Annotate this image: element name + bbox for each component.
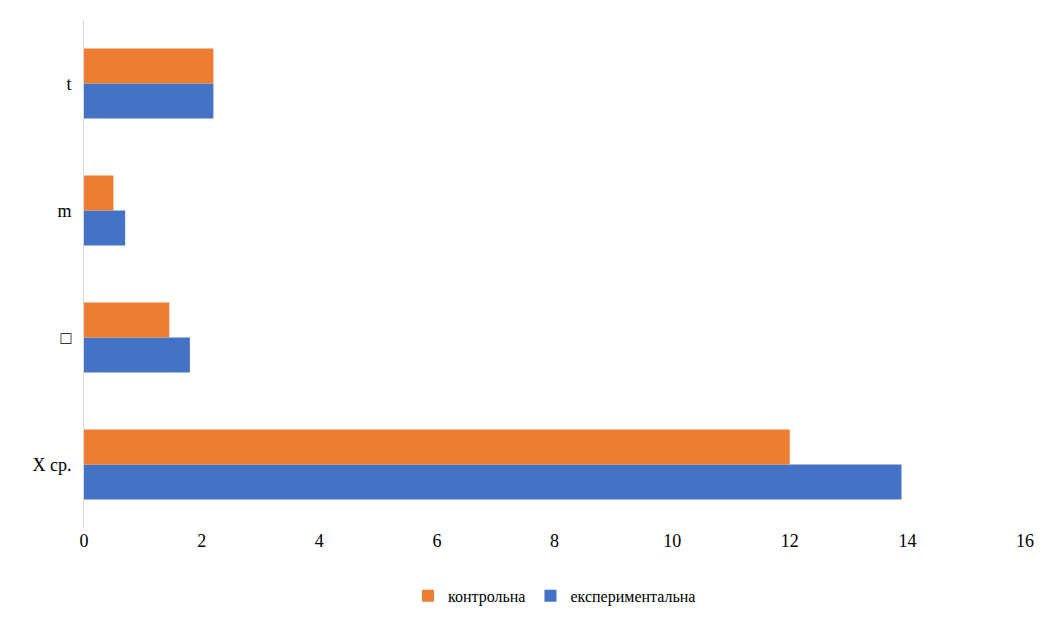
svg-text:□: □: [61, 328, 72, 348]
svg-text:експериментальна: експериментальна: [570, 588, 695, 606]
svg-text:12: 12: [781, 531, 799, 551]
svg-text:контрольна: контрольна: [448, 588, 525, 606]
svg-text:t: t: [66, 74, 71, 94]
svg-text:10: 10: [663, 531, 681, 551]
svg-text:8: 8: [550, 531, 559, 551]
svg-text:2: 2: [197, 531, 206, 551]
svg-text:14: 14: [898, 531, 916, 551]
svg-text:0: 0: [80, 531, 89, 551]
svg-text:16: 16: [1016, 531, 1034, 551]
svg-text:m: m: [57, 201, 71, 221]
svg-text:X ср.: X ср.: [32, 455, 71, 475]
svg-text:6: 6: [432, 531, 441, 551]
svg-text:4: 4: [315, 531, 324, 551]
